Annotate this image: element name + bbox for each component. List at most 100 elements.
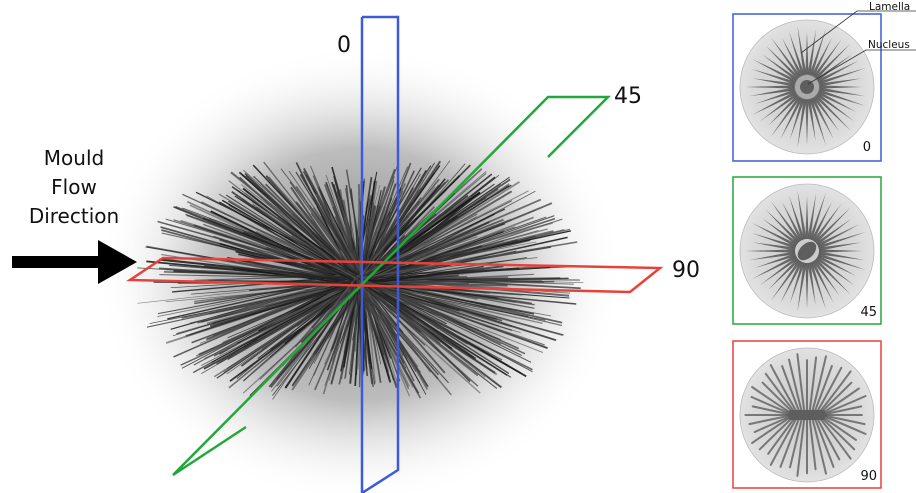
lamella-spike bbox=[330, 275, 358, 352]
lamella-spike bbox=[270, 280, 366, 351]
lamella-spike bbox=[355, 276, 533, 373]
inset-lamella-spoke bbox=[759, 92, 799, 122]
inset-lamella-spoke bbox=[811, 38, 832, 77]
inset-lamella-spoke bbox=[811, 97, 834, 139]
lamella-spike bbox=[146, 245, 359, 286]
lamella-spike bbox=[358, 281, 513, 331]
inset-lamella-spoke bbox=[805, 32, 809, 75]
inset-lamella-spoke bbox=[817, 232, 866, 249]
lamella-spike bbox=[149, 280, 363, 324]
plane-label-0: 0 bbox=[337, 33, 351, 58]
lamella-spike bbox=[354, 283, 422, 373]
lamella-spike bbox=[357, 282, 481, 394]
inset-0-spherulite-disc bbox=[739, 19, 875, 155]
lamella-spike bbox=[159, 258, 364, 282]
inset-lamella-spoke bbox=[819, 85, 862, 89]
nucleus-annotation: Nucleus bbox=[807, 39, 916, 85]
inset-lamella-spoke bbox=[797, 190, 807, 240]
lamella-spike bbox=[361, 216, 547, 283]
inset-lamella-spoke bbox=[814, 43, 851, 80]
flow-label-line-3: Direction bbox=[29, 204, 119, 228]
lamella-spike bbox=[356, 277, 561, 282]
inset-lamella-spoke bbox=[751, 233, 797, 249]
lamella-spike bbox=[185, 279, 361, 337]
lamella-spike bbox=[174, 205, 357, 278]
lamella-spike bbox=[228, 200, 363, 282]
lamella-spike bbox=[354, 277, 498, 390]
lamella-spike bbox=[360, 283, 533, 371]
lamella-spike bbox=[234, 195, 361, 279]
inset-lamella-spoke bbox=[749, 251, 796, 261]
inset-lamella-spoke bbox=[809, 192, 826, 241]
inset-lamella-spoke bbox=[807, 29, 817, 76]
lamella-label: Lamella bbox=[869, 1, 910, 13]
lamella-spike bbox=[357, 281, 543, 324]
inset-90-label: 90 bbox=[860, 469, 877, 484]
inset-lamella-spoke bbox=[770, 259, 802, 301]
inset-lamella-spoke bbox=[817, 68, 866, 85]
inset-lamella-spoke bbox=[818, 251, 865, 261]
inset-lamella-spoke bbox=[752, 242, 796, 251]
lamella-spike bbox=[291, 281, 366, 387]
inset-lamella-spoke bbox=[752, 78, 796, 87]
plane-0-top-edge bbox=[362, 15, 400, 78]
lamella-spike bbox=[236, 278, 358, 380]
inset-lamella-spoke bbox=[759, 256, 799, 286]
inset-lamella-spoke bbox=[754, 253, 797, 268]
inset-45-label: 45 bbox=[860, 305, 877, 320]
inset-lamella-spoke bbox=[811, 202, 832, 241]
inset-lamella-spoke bbox=[745, 249, 795, 253]
lamella-spike bbox=[357, 184, 362, 276]
inset-lamella-spoke bbox=[814, 94, 851, 131]
lamella-spike bbox=[339, 282, 362, 344]
inset-lamella-spoke bbox=[812, 39, 842, 79]
flow-label-line-1: Mould bbox=[44, 146, 104, 170]
inset-lamella-spoke bbox=[782, 202, 803, 241]
inset-0-label: 0 bbox=[863, 140, 871, 155]
inset-lamella-spoke bbox=[749, 87, 796, 97]
inset-lamella-spoke bbox=[805, 196, 809, 239]
lamella-spike bbox=[356, 277, 373, 385]
lamella-spike bbox=[357, 280, 426, 346]
lamella-spike bbox=[364, 284, 512, 378]
lamella-spike bbox=[332, 206, 366, 280]
lamella-spike bbox=[356, 178, 424, 285]
inset-lamella-spoke bbox=[768, 94, 800, 126]
inset-lamella-spoke bbox=[817, 224, 859, 247]
plane-label-90: 90 bbox=[672, 258, 700, 283]
inset-lamella-spoke bbox=[751, 69, 797, 85]
inset-lamella-spoke bbox=[814, 207, 851, 244]
lamella-spike bbox=[363, 205, 377, 282]
nucleus-label: Nucleus bbox=[868, 39, 910, 51]
inset-lamella-spoke bbox=[814, 258, 851, 295]
inset-lamella-spoke bbox=[770, 95, 802, 137]
flow-label-line-2: Flow bbox=[51, 175, 97, 199]
lamella-spike bbox=[255, 230, 357, 277]
lamella-spike bbox=[167, 274, 361, 320]
inset-lamella-spoke bbox=[809, 28, 826, 77]
inset-nucleus bbox=[800, 80, 814, 94]
inset-90-panel: 90 bbox=[732, 340, 882, 489]
orientation-planes bbox=[126, 15, 664, 493]
inset-lamella-spoke bbox=[818, 242, 862, 251]
inset-lamella-spoke bbox=[752, 59, 797, 83]
inset-lamella-spoke bbox=[770, 37, 802, 79]
inset-lamella-spoke bbox=[770, 201, 802, 243]
inset-lamella-spoke bbox=[789, 31, 805, 77]
inset-lamella-spoke bbox=[807, 98, 816, 142]
inset-lamella-spoke bbox=[780, 261, 803, 303]
inset-lamella-spoke bbox=[745, 85, 795, 89]
inset-lamella-spoke bbox=[812, 259, 840, 296]
inset-lamella-spoke bbox=[789, 195, 805, 241]
inset-45-spherulite-disc bbox=[739, 183, 875, 319]
inset-lamella-spoke bbox=[752, 91, 797, 115]
lamella-spike bbox=[180, 279, 365, 366]
inset-lamella-spoke bbox=[762, 54, 799, 82]
lamella-spike bbox=[201, 283, 356, 375]
inset-lamella-spoke bbox=[815, 92, 855, 122]
inset-lamella-spoke bbox=[765, 45, 800, 80]
inset-lamella-spoke bbox=[817, 91, 856, 112]
inset-lamella-spoke bbox=[817, 60, 859, 83]
inset-lamella-spoke bbox=[819, 249, 862, 253]
